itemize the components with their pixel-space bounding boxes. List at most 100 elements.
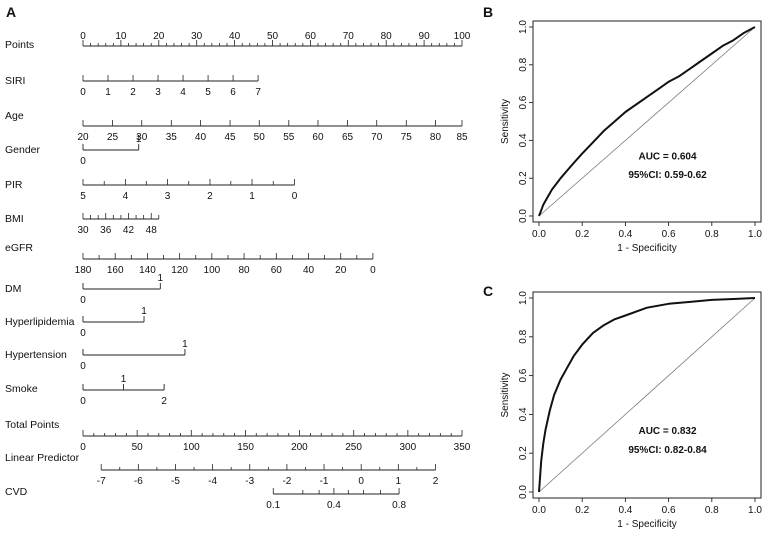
tick-label: 40 xyxy=(195,132,207,143)
tick-label: 3 xyxy=(165,191,171,202)
tick-label: 60 xyxy=(312,132,324,143)
tick-label: 80 xyxy=(430,132,442,143)
tick-label: 60 xyxy=(271,265,283,276)
tick-label: 0 xyxy=(292,191,298,202)
nomogram-row-total-points: Total Points 0 50 100 150 200 250 300 350 xyxy=(5,419,471,453)
x-tick-label: 1.0 xyxy=(748,505,762,516)
x-tick-label: 0.4 xyxy=(618,505,632,516)
tick-label: 0.1 xyxy=(266,500,280,511)
tick-label: 0 xyxy=(80,442,86,453)
tick-label: 70 xyxy=(371,132,383,143)
x-axis-title: 1 - Specificity xyxy=(617,519,676,530)
tick-label: 2 xyxy=(161,396,167,407)
row-label: BMI xyxy=(5,213,24,225)
y-tick-label: 0.8 xyxy=(518,57,529,71)
tick-label: 200 xyxy=(291,442,308,453)
tick-label: 4 xyxy=(180,87,186,98)
tick-label: 1 xyxy=(121,374,127,385)
tick-label: 20 xyxy=(77,132,89,143)
x-tick-label: 1.0 xyxy=(748,229,762,240)
tick-label: 250 xyxy=(345,442,362,453)
tick-label: 48 xyxy=(146,225,158,236)
nomogram-row-bmi: BMI 30 36 42 48 xyxy=(5,213,160,236)
tick-label: 0 xyxy=(80,295,86,306)
tick-label: 100 xyxy=(183,442,200,453)
reference-diagonal-line xyxy=(538,297,756,493)
row-label: Hypertension xyxy=(5,349,67,361)
panel-b-letter: B xyxy=(483,4,493,20)
tick-label: 1 xyxy=(396,476,402,487)
row-label: Points xyxy=(5,39,34,51)
x-tick-label: 0.8 xyxy=(705,229,719,240)
tick-label: 70 xyxy=(343,31,355,42)
nomogram-row-points: Points 0 10 20 30 40 50 60 70 80 90 100 xyxy=(5,31,471,51)
row-label: Age xyxy=(5,110,24,122)
roc-panel-b: 0.0 0.2 0.4 0.6 0.8 1.0 0.0 0.2 0.4 0.6 0.8 1.0 1 - … xyxy=(500,20,762,254)
nomogram-row-hypertension: Hypertension 0 1 xyxy=(5,339,188,372)
tick-label: 0.8 xyxy=(392,500,406,511)
row-label: Smoke xyxy=(5,383,38,395)
x-tick-label: 0.2 xyxy=(575,229,589,240)
x-tick-label: 0.8 xyxy=(705,505,719,516)
tick-label: 80 xyxy=(239,265,251,276)
tick-label: 55 xyxy=(283,132,295,143)
y-tick-label: 0.6 xyxy=(518,368,529,382)
x-tick-label: 0.0 xyxy=(532,229,546,240)
tick-label: 3 xyxy=(155,87,161,98)
nomogram-row-linear-predictor: Linear Predictor -7 -6 -5 -4 -3 -2 -1 0 1 2 xyxy=(5,452,439,487)
tick-label: 30 xyxy=(77,225,89,236)
nomogram-row-gender: Gender 0 1 xyxy=(5,134,142,167)
tick-label: 40 xyxy=(229,31,241,42)
tick-label: 0 xyxy=(80,156,86,167)
y-axis-title: Sensitivity xyxy=(500,372,511,417)
y-tick-label: 0.0 xyxy=(518,209,529,223)
tick-label: 1 xyxy=(158,273,164,284)
reference-diagonal-line xyxy=(538,26,756,217)
tick-label: 36 xyxy=(100,225,112,236)
row-label: SIRI xyxy=(5,75,25,87)
nomogram-row-cvd: CVD 0.1 0.4 0.8 xyxy=(5,486,406,511)
tick-label: 140 xyxy=(139,265,156,276)
tick-label: -1 xyxy=(320,476,329,487)
tick-label: 30 xyxy=(191,31,203,42)
tick-label: -5 xyxy=(171,476,180,487)
ci-annotation: 95%CI: 0.59-0.62 xyxy=(628,170,707,181)
tick-label: 25 xyxy=(107,132,119,143)
tick-label: 40 xyxy=(303,265,315,276)
tick-label: 6 xyxy=(230,87,236,98)
plot-frame xyxy=(532,291,762,499)
nomogram-row-egfr: eGFR 180 160 140 120 100 80 60 40 20 0 xyxy=(5,242,376,276)
tick-label: 90 xyxy=(419,31,431,42)
tick-label: 4 xyxy=(123,191,129,202)
x-tick-label: 0.2 xyxy=(575,505,589,516)
tick-label: 7 xyxy=(255,87,261,98)
tick-label: 75 xyxy=(401,132,413,143)
y-tick-label: 0.0 xyxy=(518,485,529,499)
x-tick-label: 0.6 xyxy=(662,505,676,516)
tick-label: 1 xyxy=(105,87,111,98)
y-tick-label: 0.6 xyxy=(518,95,529,109)
nomogram-row-age: Age 20 25 30 35 40 45 50 55 60 65 70 75 80 85 xyxy=(5,110,468,143)
tick-label: 150 xyxy=(237,442,254,453)
roc-curve-line xyxy=(538,297,756,493)
tick-label: 350 xyxy=(454,442,471,453)
row-label: Linear Predictor xyxy=(5,452,80,464)
tick-label: 180 xyxy=(75,265,92,276)
nomogram-row-pir: PIR 5 4 3 2 1 0 xyxy=(5,179,298,202)
tick-label: 85 xyxy=(456,132,468,143)
tick-label: 2 xyxy=(130,87,136,98)
y-tick-label: 1.0 xyxy=(518,291,529,305)
tick-label: 100 xyxy=(204,265,221,276)
tick-label: 2 xyxy=(207,191,213,202)
tick-label: 20 xyxy=(335,265,347,276)
tick-label: 50 xyxy=(267,31,279,42)
y-tick-label: 0.4 xyxy=(518,407,529,421)
tick-label: 65 xyxy=(342,132,354,143)
auc-annotation: AUC = 0.604 xyxy=(638,151,697,162)
tick-label: 45 xyxy=(224,132,236,143)
tick-label: -4 xyxy=(208,476,217,487)
tick-label: 160 xyxy=(107,265,124,276)
roc-curve-line xyxy=(538,26,756,217)
tick-label: 120 xyxy=(171,265,188,276)
